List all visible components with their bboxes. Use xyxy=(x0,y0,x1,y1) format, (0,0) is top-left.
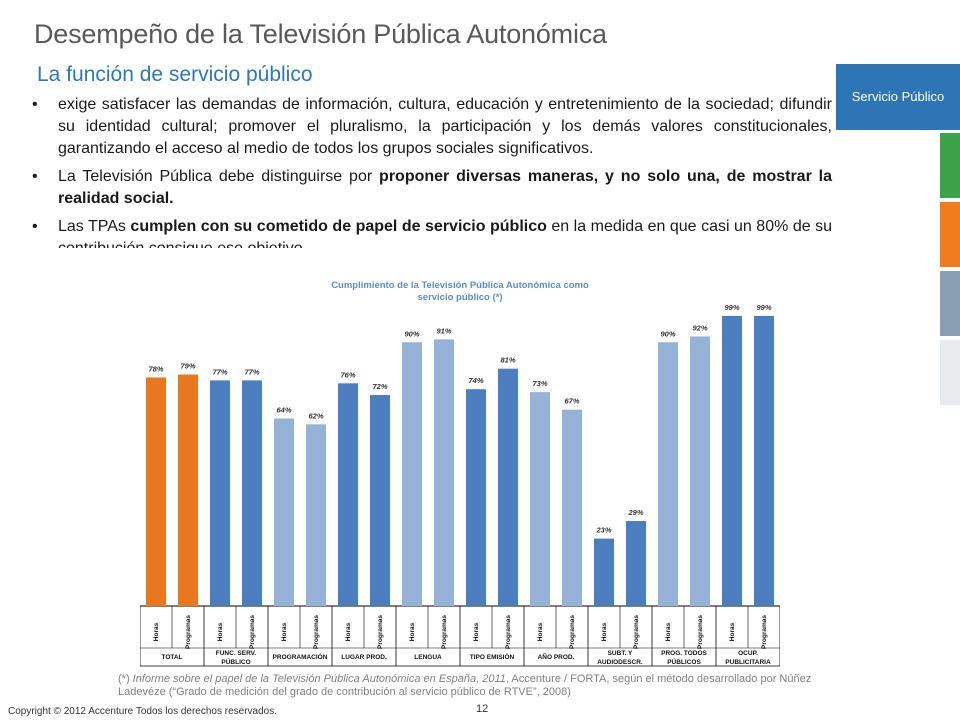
bar xyxy=(722,315,742,606)
nav-tab-green[interactable] xyxy=(940,133,960,198)
data-label: 99% xyxy=(724,303,739,312)
category-label: FUNC. SERV. PÚBLICO xyxy=(216,650,257,666)
chart-title-line: servicio público (*) xyxy=(418,292,503,303)
bar xyxy=(178,374,198,606)
sub-tick-label: Horas xyxy=(217,622,224,641)
category-label: SUBT. Y AUDIODESCR. xyxy=(597,650,643,666)
sub-tick-label: Horas xyxy=(537,622,544,641)
category-label: TOTAL xyxy=(161,654,182,661)
nav-tab-light[interactable] xyxy=(940,340,960,405)
sub-tick-label: Programas xyxy=(505,615,512,649)
sub-tick-label: Horas xyxy=(665,622,672,641)
bar xyxy=(434,339,454,606)
bullet-item: Las TPAs cumplen con su cometido de pape… xyxy=(30,216,832,248)
data-label: 90% xyxy=(660,329,675,338)
bullet-text: La Televisión Pública debe distinguirse … xyxy=(58,168,380,185)
bullet-bold-text: proponer diversas maneras, y no solo una… xyxy=(58,168,833,207)
slide-title: Desempeño de la Televisión Pública Auton… xyxy=(34,19,607,49)
bullet-end-mark: . xyxy=(303,240,307,248)
nav-active-section[interactable]: Servicio Público xyxy=(836,64,960,130)
bar xyxy=(498,368,518,606)
sub-tick-label: Programas xyxy=(569,615,576,649)
bar xyxy=(690,336,710,606)
bar xyxy=(530,392,550,606)
data-label: 92% xyxy=(692,323,707,332)
sub-tick-label: Programas xyxy=(697,615,704,649)
sub-tick-label: Programas xyxy=(441,615,448,649)
data-label: 23% xyxy=(595,526,611,535)
data-label: 78% xyxy=(148,364,163,373)
data-label: 64% xyxy=(276,405,291,414)
sub-tick-label: Programas xyxy=(633,615,640,649)
nav-tab-grey[interactable] xyxy=(940,271,960,336)
data-label: 29% xyxy=(627,508,643,517)
bar xyxy=(146,377,166,606)
bullet-text: exige satisfacer las demandas de informa… xyxy=(58,96,832,157)
category-label: AÑO PROD. xyxy=(538,652,575,661)
data-label: 72% xyxy=(372,382,387,391)
bar xyxy=(466,389,486,606)
category-label: TIPO EMISIÓN xyxy=(470,652,515,661)
footnote: (*) Informe sobre el papel de la Televis… xyxy=(118,673,838,699)
sub-tick-label: Programas xyxy=(377,615,384,649)
bar xyxy=(402,342,422,606)
sub-tick-label: Programas xyxy=(249,615,256,649)
bar xyxy=(658,342,678,606)
bar xyxy=(562,409,582,606)
bullet-text: Las TPAs xyxy=(58,218,131,235)
bar xyxy=(242,380,262,606)
bar xyxy=(338,383,358,606)
sub-tick-label: Horas xyxy=(345,622,352,641)
slide-subtitle: La función de servicio público xyxy=(37,63,313,86)
category-label: LENGUA xyxy=(414,654,442,661)
data-label: 77% xyxy=(244,367,259,376)
sub-tick-label: Horas xyxy=(281,622,288,641)
bullet-text: en la medida en que casi un 80% de su co… xyxy=(58,218,832,248)
sub-tick-label: Programas xyxy=(185,615,192,649)
bullet-bold-text: cumplen con su cometido de papel de serv… xyxy=(130,218,547,235)
bullet-item: La Televisión Pública debe distinguirse … xyxy=(30,166,832,210)
category-label: OCUP. PUBLICITARIA xyxy=(725,650,771,666)
sub-tick-label: Horas xyxy=(153,622,160,641)
data-label: 91% xyxy=(436,326,451,335)
bullet-item: exige satisfacer las demandas de informa… xyxy=(30,94,832,160)
page-number: 12 xyxy=(476,703,489,715)
footnote-italic: Informe sobre el papel de la Televisión … xyxy=(132,673,506,685)
footnote-prefix: (*) xyxy=(118,673,133,685)
bar xyxy=(626,521,646,606)
sub-tick-label: Programas xyxy=(313,615,320,649)
chart-title-line: Cumplimiento de la Televisión Pública Au… xyxy=(331,280,589,291)
data-label: 99% xyxy=(756,303,771,312)
sub-tick-label: Horas xyxy=(601,622,608,641)
copyright: Copyright © 2012 Accenture Todos los der… xyxy=(8,706,278,717)
bar xyxy=(754,315,774,606)
data-label: 73% xyxy=(532,379,547,388)
nav-tab-orange[interactable] xyxy=(940,202,960,267)
bar-chart: Cumplimiento de la Televisión Pública Au… xyxy=(140,280,780,667)
bar xyxy=(594,538,614,606)
sub-tick-label: Programas xyxy=(761,615,768,649)
chart-container: Cumplimiento de la Televisión Pública Au… xyxy=(140,278,780,674)
category-label: PROG. TODOS PÚBLICOS xyxy=(661,650,707,666)
sub-tick-label: Horas xyxy=(473,622,480,641)
bar xyxy=(210,380,230,606)
bullet-list: exige satisfacer las demandas de informa… xyxy=(30,94,832,254)
data-label: 74% xyxy=(468,376,483,385)
bar xyxy=(274,418,294,606)
data-label: 76% xyxy=(340,370,355,379)
data-label: 81% xyxy=(500,356,515,365)
data-label: 90% xyxy=(404,329,419,338)
data-label: 62% xyxy=(308,411,323,420)
data-label: 67% xyxy=(564,397,579,406)
bar xyxy=(370,395,390,606)
bar xyxy=(306,424,326,606)
sub-tick-label: Horas xyxy=(729,622,736,641)
sub-tick-label: Horas xyxy=(409,622,416,641)
data-label: 77% xyxy=(212,367,227,376)
footnote-rest: , Accenture / FORTA, según el método des… xyxy=(118,673,812,698)
category-label: PROGRAMACIÓN xyxy=(273,652,328,661)
category-label: LUGAR PROD. xyxy=(341,654,387,661)
data-label: 79% xyxy=(180,362,195,371)
